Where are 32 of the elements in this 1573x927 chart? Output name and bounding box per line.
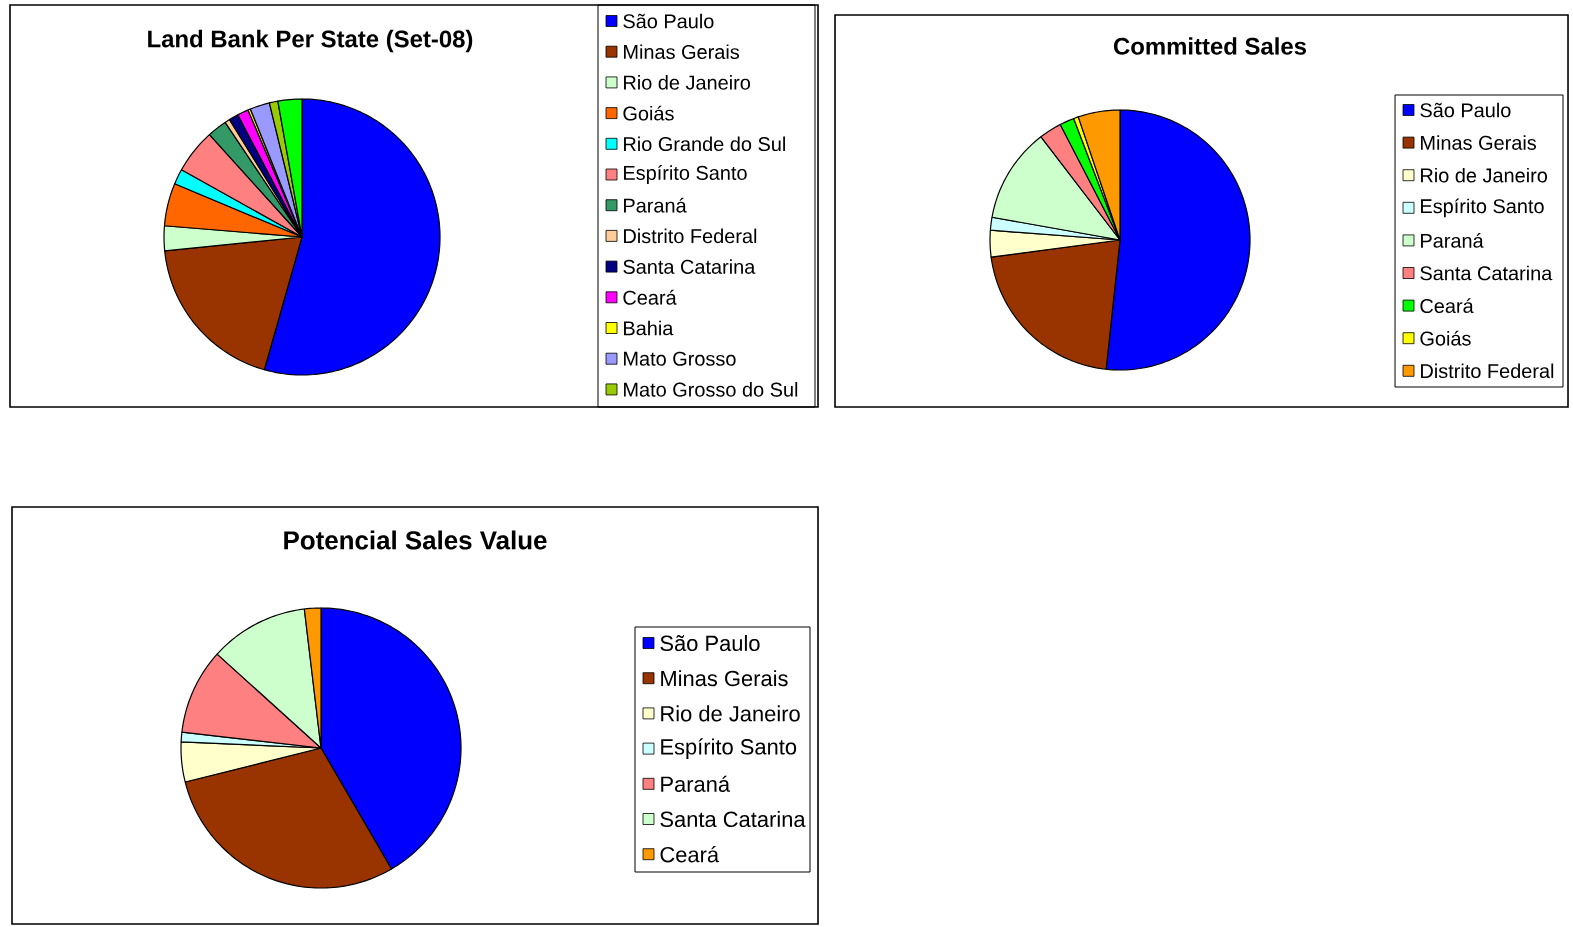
legend-label: Rio de Janeiro xyxy=(1421,167,1548,183)
legend-label: Mato Grosso xyxy=(624,351,736,366)
legend-label: São Paulo xyxy=(660,634,760,652)
legend-label: Santa Catarina xyxy=(660,810,806,828)
legend-label: Rio de Janeiro xyxy=(661,705,800,722)
legend-label: Paraná xyxy=(624,197,687,213)
legend-label: Distrito Federal xyxy=(1421,363,1554,379)
legend-label: Santa Catarina xyxy=(1420,265,1553,281)
legend-label: Rio de Janeiro xyxy=(624,75,751,90)
legend-label: Espírito Santo xyxy=(624,165,747,184)
legend-label: Ceará xyxy=(660,846,720,863)
legend-label: Espírito Santo xyxy=(661,738,797,759)
chart-title: Committed Sales xyxy=(1113,37,1306,55)
legend-label: Minas Gerais xyxy=(1421,135,1537,150)
legend-label: Paraná xyxy=(661,775,731,792)
legend-label: Bahia xyxy=(624,320,674,336)
text: Land Bank Per State (Set-08) xyxy=(148,29,473,53)
legend-label: Minas Gerais xyxy=(624,44,740,60)
chart-title: Potencial Sales Value xyxy=(284,530,547,550)
legend-label: Espírito Santo xyxy=(1421,198,1544,218)
legend-label: São Paulo xyxy=(1420,102,1511,118)
legend-label: Goiás xyxy=(1420,330,1471,346)
legend-label: Santa Catarina xyxy=(623,259,756,274)
legend-label: Goiás xyxy=(623,105,674,121)
legend-label: Paraná xyxy=(1421,232,1484,248)
legend-label: Mato Grosso do Sul xyxy=(624,382,798,397)
legend-label: Ceará xyxy=(1420,298,1474,314)
legend-label: São Paulo xyxy=(623,13,714,29)
legend-label: Rio Grande do Sul xyxy=(624,136,785,152)
legend-label: Distrito Federal xyxy=(624,228,757,244)
legend-label: Ceará xyxy=(623,289,677,305)
legend-label: Minas Gerais xyxy=(661,670,788,687)
